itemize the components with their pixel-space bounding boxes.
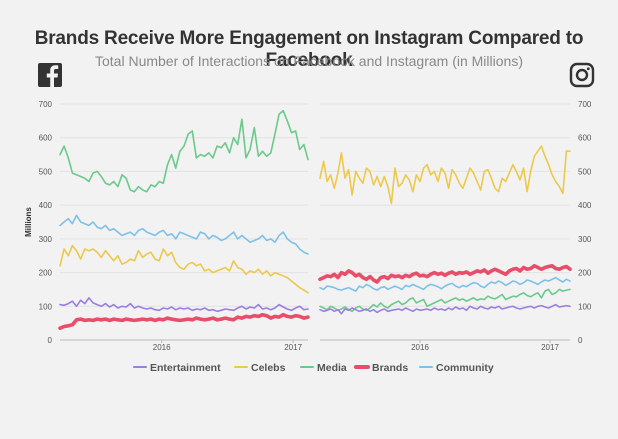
x-tick-label: 2016 — [411, 343, 429, 352]
legend-label-entertainment: Entertainment — [150, 362, 221, 374]
series-line-celebs — [59, 244, 309, 294]
legend-label-media: Media — [317, 362, 347, 374]
y-tick-label: 700 — [578, 100, 592, 109]
series-line-community — [319, 276, 571, 292]
series-line-celebs — [319, 145, 571, 205]
y-tick-label: 0 — [48, 336, 53, 345]
chart-title: Brands Receive More Engagement on Instag… — [34, 28, 584, 71]
y-tick-label: 0 — [578, 336, 583, 345]
y-tick-label: 700 — [39, 100, 53, 109]
series-line-brands — [58, 312, 310, 331]
y-axis-label: Millions — [24, 207, 33, 237]
y-tick-label: 600 — [39, 134, 53, 143]
series-line-entertainment — [319, 303, 571, 315]
facebook-panel: 0 100 200 300 400 500 600 700 2016 2017 — [39, 100, 310, 352]
y-tick-label: 200 — [39, 269, 53, 278]
instagram-panel: 0 100 200 300 400 500 600 700 2016 2017 — [318, 100, 592, 352]
y-tick-label: 100 — [578, 302, 592, 311]
series-line-media — [59, 109, 309, 193]
y-tick-label: 400 — [39, 201, 53, 210]
legend-label-community: Community — [436, 362, 494, 374]
y-tick-label: 300 — [39, 235, 53, 244]
y-tick-label: 600 — [578, 134, 592, 143]
y-tick-label: 200 — [578, 269, 592, 278]
y-tick-label: 100 — [39, 302, 53, 311]
series-line-media — [319, 288, 571, 313]
series-line-community — [59, 214, 309, 255]
y-tick-label: 300 — [578, 235, 592, 244]
x-tick-label: 2017 — [284, 343, 302, 352]
legend-label-celebs: Celebs — [251, 362, 286, 374]
x-tick-label: 2016 — [153, 343, 171, 352]
series-line-brands — [318, 263, 572, 284]
facebook-icon — [38, 63, 62, 87]
y-tick-label: 500 — [39, 167, 53, 176]
y-tick-label: 400 — [578, 201, 592, 210]
instagram-icon — [569, 62, 595, 88]
series-line-entertainment — [59, 297, 309, 313]
x-tick-label: 2017 — [541, 343, 559, 352]
legend: Entertainment Celebs Media Brands Community — [133, 362, 494, 374]
legend-label-brands: Brands — [372, 362, 408, 374]
chart-subtitle: Total Number of Interactions on Facebook… — [95, 53, 523, 69]
y-tick-label: 500 — [578, 167, 592, 176]
